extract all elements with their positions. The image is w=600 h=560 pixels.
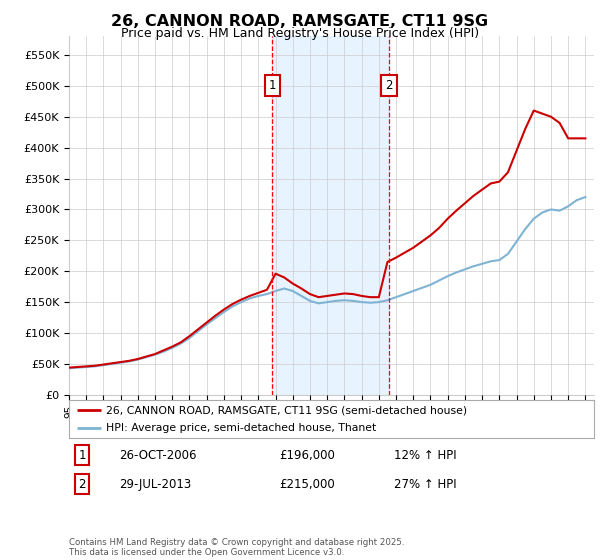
Text: 2: 2 — [79, 478, 86, 491]
Text: 1: 1 — [269, 80, 276, 92]
Text: 2: 2 — [385, 80, 392, 92]
Text: £215,000: £215,000 — [279, 478, 335, 491]
Text: 26, CANNON ROAD, RAMSGATE, CT11 9SG: 26, CANNON ROAD, RAMSGATE, CT11 9SG — [112, 14, 488, 29]
Text: 1: 1 — [79, 449, 86, 462]
Text: 26-OCT-2006: 26-OCT-2006 — [119, 449, 196, 462]
Text: 26, CANNON ROAD, RAMSGATE, CT11 9SG (semi-detached house): 26, CANNON ROAD, RAMSGATE, CT11 9SG (sem… — [106, 405, 467, 415]
Bar — [272, 36, 389, 395]
Text: £196,000: £196,000 — [279, 449, 335, 462]
Text: 27% ↑ HPI: 27% ↑ HPI — [395, 478, 457, 491]
Text: 29-JUL-2013: 29-JUL-2013 — [119, 478, 191, 491]
Text: Contains HM Land Registry data © Crown copyright and database right 2025.
This d: Contains HM Land Registry data © Crown c… — [69, 538, 404, 557]
Text: HPI: Average price, semi-detached house, Thanet: HPI: Average price, semi-detached house,… — [106, 423, 376, 433]
Text: Price paid vs. HM Land Registry's House Price Index (HPI): Price paid vs. HM Land Registry's House … — [121, 27, 479, 40]
Text: 12% ↑ HPI: 12% ↑ HPI — [395, 449, 457, 462]
